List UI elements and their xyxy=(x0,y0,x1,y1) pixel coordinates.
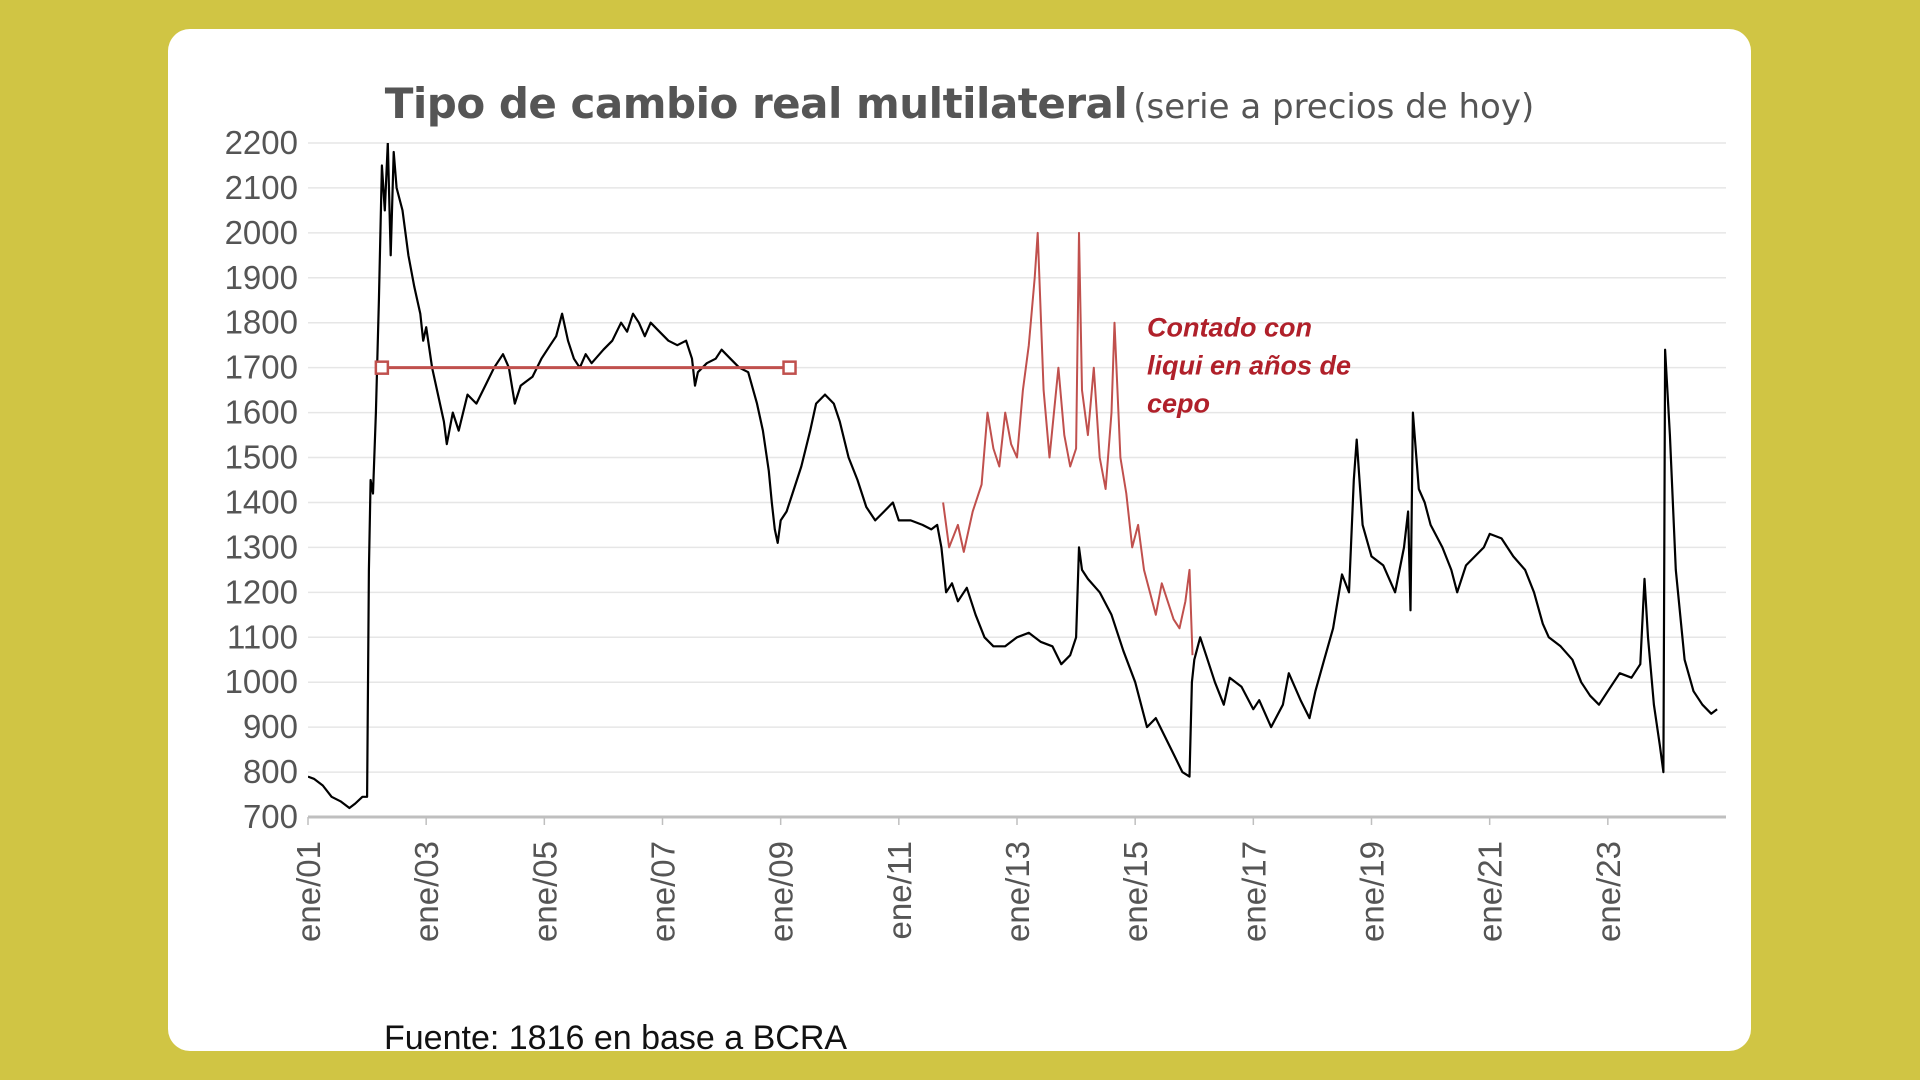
x-tick-label: ene/09 xyxy=(763,841,800,942)
y-tick-label: 1400 xyxy=(225,483,298,520)
x-tick-label: ene/11 xyxy=(881,841,918,939)
y-tick-label: 2000 xyxy=(225,214,298,251)
title-row: Tipo de cambio real multilateral (serie a… xyxy=(168,79,1751,128)
y-tick-label: 1000 xyxy=(225,663,298,700)
x-tick-label: ene/13 xyxy=(999,841,1036,942)
line-chart: 2200 2100 2000 1900 1800 1700 1600 1500 1400 1300… xyxy=(225,124,1726,942)
reference-line-marker xyxy=(374,360,390,375)
annotation-line: liqui en años de xyxy=(1147,351,1351,381)
x-tick-label: ene/07 xyxy=(645,841,682,942)
y-tick-label: 1100 xyxy=(227,618,298,655)
x-tick-label: ene/05 xyxy=(526,841,563,942)
source-note: Fuente: 1816 en base a BCRA xyxy=(384,1019,848,1057)
x-tick-label: ene/03 xyxy=(408,841,445,942)
y-tick-label: 1700 xyxy=(225,349,298,386)
annotation-ccl: Contado con liqui en años de cepo xyxy=(1147,313,1351,419)
chart-subtitle: (serie a precios de hoy) xyxy=(1133,87,1535,127)
chart-card: Tipo de cambio real multilateral (serie a… xyxy=(168,29,1751,1057)
y-tick-label: 1500 xyxy=(225,439,298,476)
y-tick-label: 900 xyxy=(243,708,298,745)
x-tick-label: ene/23 xyxy=(1590,841,1627,942)
y-tick-label: 1300 xyxy=(225,528,298,565)
y-tick-label: 1900 xyxy=(225,259,298,296)
y-tick-label: 1800 xyxy=(225,304,298,341)
y-tick-label: 700 xyxy=(243,798,298,835)
x-tick-label: ene/17 xyxy=(1235,841,1272,942)
ccl-series-line xyxy=(942,231,1194,656)
y-tick-label: 1200 xyxy=(225,573,298,610)
y-tick-label: 2100 xyxy=(225,169,298,206)
annotation-line: cepo xyxy=(1147,389,1210,419)
chart-title: Tipo de cambio real multilateral xyxy=(384,79,1128,128)
x-tick-label: ene/21 xyxy=(1472,841,1509,942)
annotation-line: Contado con xyxy=(1147,313,1312,343)
x-tick-label: ene/19 xyxy=(1354,841,1391,942)
reference-line-marker xyxy=(782,360,797,375)
y-tick-label: 2200 xyxy=(225,124,298,161)
x-tick-label: ene/01 xyxy=(290,841,327,942)
y-tick-label: 1600 xyxy=(225,394,298,431)
y-tick-label: 800 xyxy=(243,753,298,790)
x-tick-label: ene/15 xyxy=(1117,841,1154,942)
official-series-line xyxy=(308,143,1718,810)
